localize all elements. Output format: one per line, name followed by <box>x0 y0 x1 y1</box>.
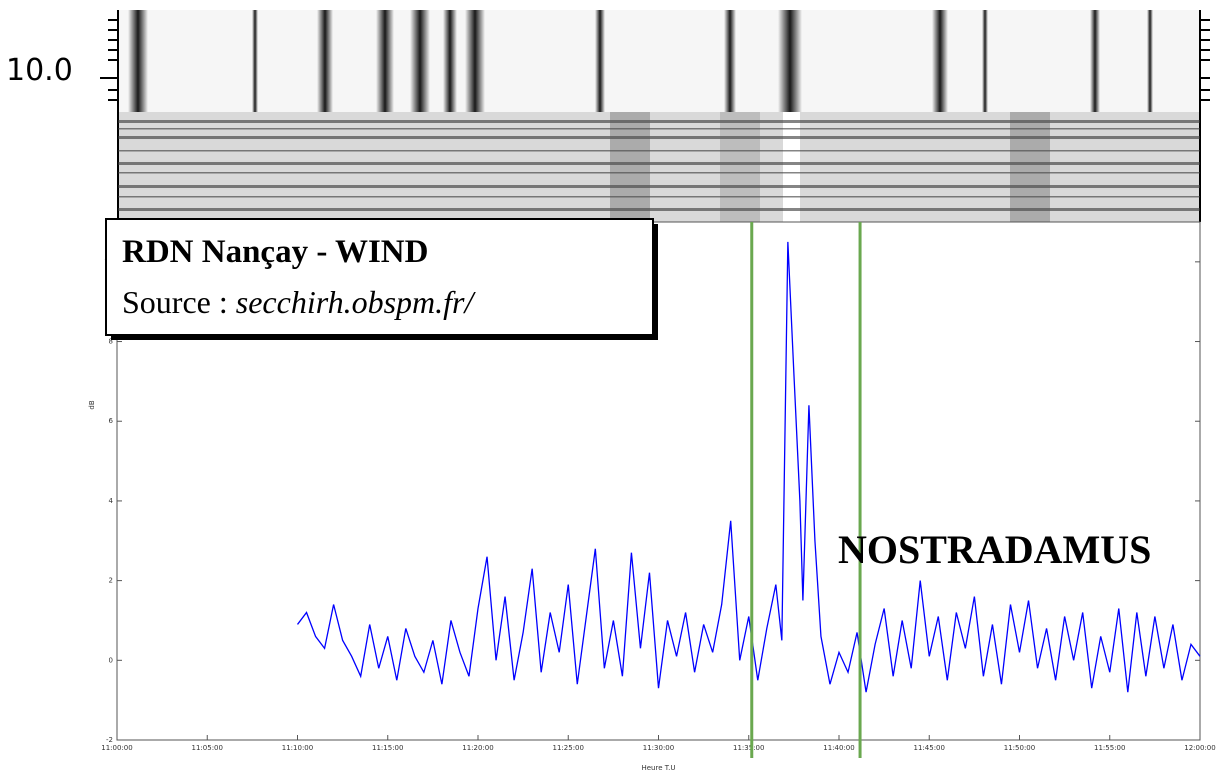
spectrogram-patch <box>720 112 760 222</box>
x-tick-label: 11:35:00 <box>733 744 764 752</box>
x-axis-label: Heure T.U <box>641 764 675 772</box>
spectrogram-streak <box>595 10 605 112</box>
y-tick-label: -2 <box>106 736 113 744</box>
spectrogram-line <box>118 162 1200 165</box>
spectrogram-patch <box>610 112 650 222</box>
spectrogram-streak <box>778 10 802 112</box>
spectrogram-line <box>118 172 1200 174</box>
x-tick-label: 11:00:00 <box>101 744 132 752</box>
y-tick-label: 0 <box>109 656 113 664</box>
spectrogram-label: 10.0 <box>6 53 73 88</box>
line-chart: -2024681011:00:0011:05:0011:10:0011:15:0… <box>88 221 1216 772</box>
x-tick-label: 11:15:00 <box>372 744 403 752</box>
x-tick-label: 11:30:00 <box>643 744 674 752</box>
x-tick-label: 12:00:00 <box>1184 744 1215 752</box>
box <box>105 218 654 336</box>
spectrogram-line <box>118 128 1200 130</box>
spectrogram-streak <box>1147 10 1153 112</box>
info-box: RDN Nançay - WIND Source : secchirh.obsp… <box>105 218 658 340</box>
spectrogram-band <box>118 112 1200 222</box>
x-tick-label: 11:05:00 <box>192 744 223 752</box>
spectrogram-streak <box>443 10 457 112</box>
x-tick-label: 11:45:00 <box>914 744 945 752</box>
y-tick-label: 4 <box>109 497 114 505</box>
x-tick-label: 11:55:00 <box>1094 744 1125 752</box>
y-tick-label: 2 <box>109 577 113 585</box>
spectrogram-line <box>118 150 1200 152</box>
spectrogram-streak <box>128 10 148 112</box>
spectrogram-streak <box>724 10 736 112</box>
x-tick-label: 11:50:00 <box>1004 744 1035 752</box>
spectrogram-streak <box>252 10 258 112</box>
spectrogram-patch <box>1010 112 1050 222</box>
spectrogram-streak <box>317 10 333 112</box>
source-prefix: Source : <box>122 284 236 320</box>
box-source: Source : secchirh.obspm.fr/ <box>122 284 476 320</box>
spectrogram-streak <box>932 10 948 112</box>
x-tick-label: 11:40:00 <box>823 744 854 752</box>
spectrogram-streak <box>982 10 988 112</box>
spectrogram-gap <box>783 112 800 222</box>
annotation: NOSTRADAMUS <box>838 527 1151 572</box>
spectrogram-streak <box>410 10 430 112</box>
spectrogram-line <box>118 196 1200 198</box>
spectrogram-line <box>118 208 1200 211</box>
x-tick-label: 11:10:00 <box>282 744 313 752</box>
spectrogram-line <box>118 185 1200 188</box>
data-line <box>296 241 1201 693</box>
spectrogram-line <box>118 120 1200 123</box>
spectrogram-streak <box>465 10 485 112</box>
box-title: RDN Nançay - WIND <box>122 234 428 270</box>
spectrogram-line <box>118 136 1200 139</box>
source-url: secchirh.obspm.fr/ <box>236 284 477 320</box>
y-axis-label: dB <box>88 400 96 409</box>
spectrogram <box>100 10 1210 222</box>
x-tick-label: 11:20:00 <box>462 744 493 752</box>
spectrogram-streak <box>376 10 394 112</box>
y-tick-label: 6 <box>109 417 114 425</box>
spectrogram-streak <box>1090 10 1100 112</box>
y-tick-label: 8 <box>109 338 113 346</box>
x-tick-label: 11:25:00 <box>553 744 584 752</box>
